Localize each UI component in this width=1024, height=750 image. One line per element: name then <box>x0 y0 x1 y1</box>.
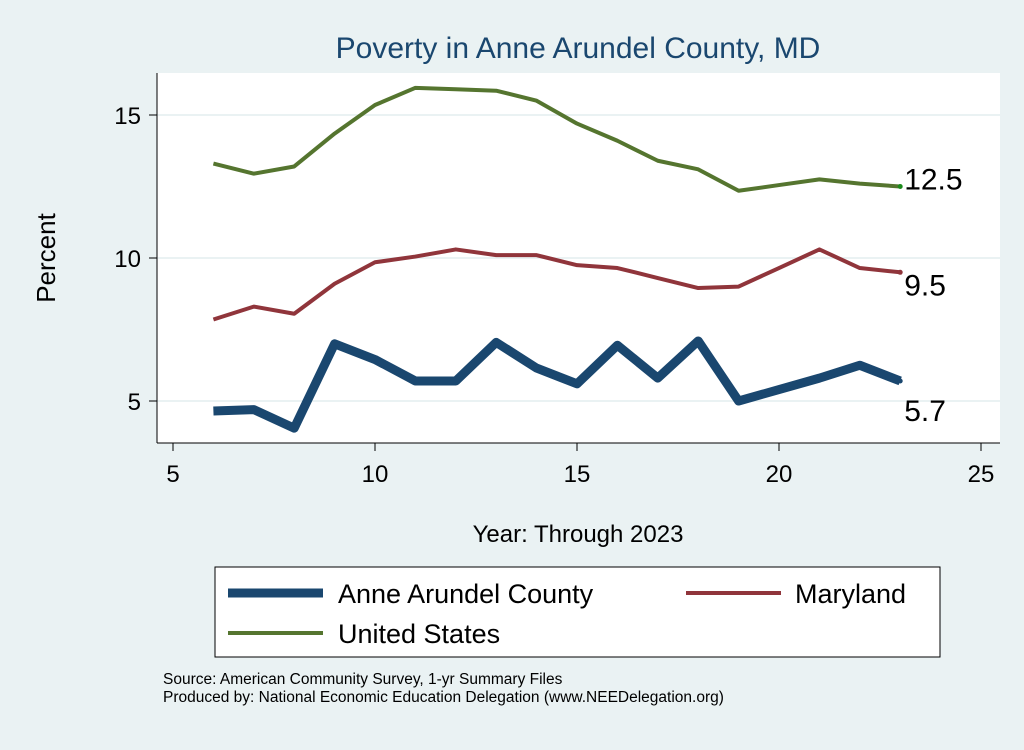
end-value-label: 9.5 <box>904 269 946 302</box>
y-tick-label: 5 <box>128 389 141 416</box>
x-tick-label: 10 <box>362 461 389 488</box>
producer-note: Produced by: National Economic Education… <box>163 689 724 706</box>
x-tick-label: 20 <box>766 461 793 488</box>
y-tick-label: 15 <box>114 103 141 130</box>
legend-label: Maryland <box>795 579 906 609</box>
end-point <box>897 269 903 275</box>
legend-label: Anne Arundel County <box>338 579 594 609</box>
source-note: Source: American Community Survey, 1-yr … <box>163 671 563 688</box>
series-line-maryland <box>212 247 901 322</box>
end-value-label: 12.5 <box>904 164 962 197</box>
end-value-label: 5.7 <box>904 395 946 428</box>
y-axis-label: Percent <box>31 212 61 302</box>
series-line-anne-arundel-county <box>213 336 902 433</box>
end-point <box>897 378 903 384</box>
legend-label: United States <box>338 619 500 649</box>
x-tick-label: 15 <box>564 461 591 488</box>
legend-box <box>214 566 941 658</box>
y-tick-label: 10 <box>114 246 141 273</box>
series-line-united-states <box>212 85 901 193</box>
x-axis-label: Year: Through 2023 <box>473 521 684 548</box>
x-tick-label: 5 <box>166 461 179 488</box>
chart-title: Poverty in Anne Arundel County, MD <box>336 32 821 65</box>
end-point <box>897 184 903 189</box>
x-tick-label: 25 <box>968 461 995 488</box>
